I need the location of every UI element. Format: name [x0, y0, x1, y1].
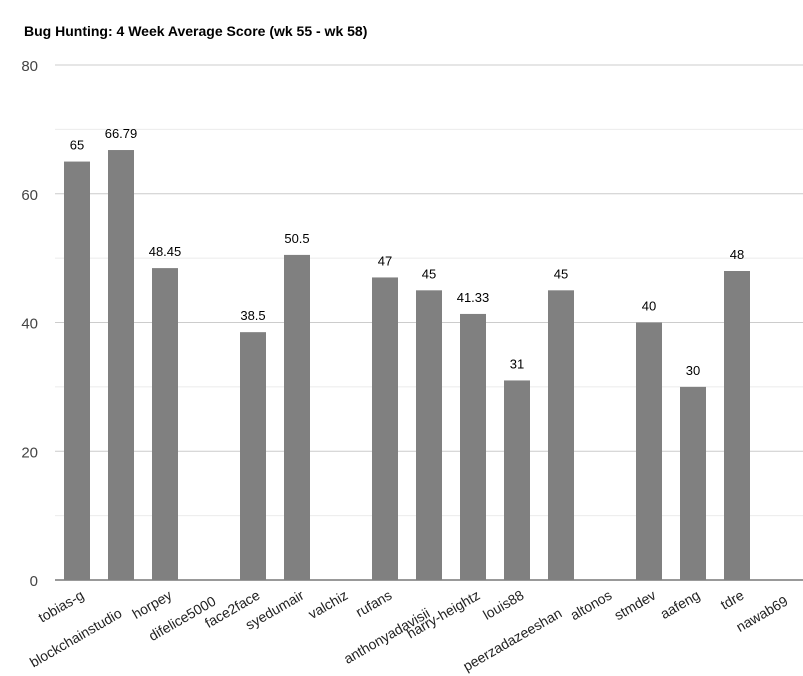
- data-label: 47: [378, 253, 392, 268]
- category-label: valchiz: [305, 587, 350, 622]
- bar: [548, 290, 574, 580]
- y-tick-label: 20: [21, 444, 38, 461]
- bar: [240, 332, 266, 580]
- bar: [724, 271, 750, 580]
- bar: [460, 313, 486, 580]
- data-label: 31: [510, 356, 524, 371]
- bar: [108, 150, 134, 580]
- bar: [64, 161, 90, 580]
- bar: [416, 290, 442, 580]
- data-label: 48.45: [149, 244, 182, 259]
- bar: [372, 277, 398, 580]
- data-label: 48: [730, 247, 744, 262]
- data-label: 38.5: [240, 308, 265, 323]
- data-label: 50.5: [284, 231, 309, 246]
- y-tick-label: 60: [21, 187, 38, 204]
- data-label: 45: [422, 266, 436, 281]
- category-label: tdre: [718, 587, 747, 613]
- data-label: 65: [70, 138, 84, 153]
- category-label: altonos: [567, 587, 614, 623]
- category-label: aafeng: [657, 587, 702, 622]
- category-label: tobias-g: [35, 587, 86, 626]
- category-label: stmdev: [611, 587, 658, 623]
- category-label: louis88: [480, 587, 527, 623]
- bar: [284, 254, 310, 580]
- data-label: 41.33: [457, 290, 490, 305]
- y-tick-label: 80: [21, 58, 38, 75]
- data-label: 30: [686, 363, 700, 378]
- data-label: 66.79: [105, 126, 138, 141]
- data-label: 45: [554, 266, 568, 281]
- chart-title: Bug Hunting: 4 Week Average Score (wk 55…: [24, 23, 367, 39]
- bar: [152, 268, 178, 580]
- bar: [504, 380, 530, 580]
- bar: [636, 322, 662, 580]
- data-label: 40: [642, 299, 656, 314]
- y-tick-label: 0: [30, 573, 38, 590]
- category-label: peerzadazeeshan: [460, 605, 564, 675]
- category-label: rufans: [353, 587, 395, 620]
- y-tick-label: 40: [21, 316, 38, 333]
- bar: [680, 386, 706, 580]
